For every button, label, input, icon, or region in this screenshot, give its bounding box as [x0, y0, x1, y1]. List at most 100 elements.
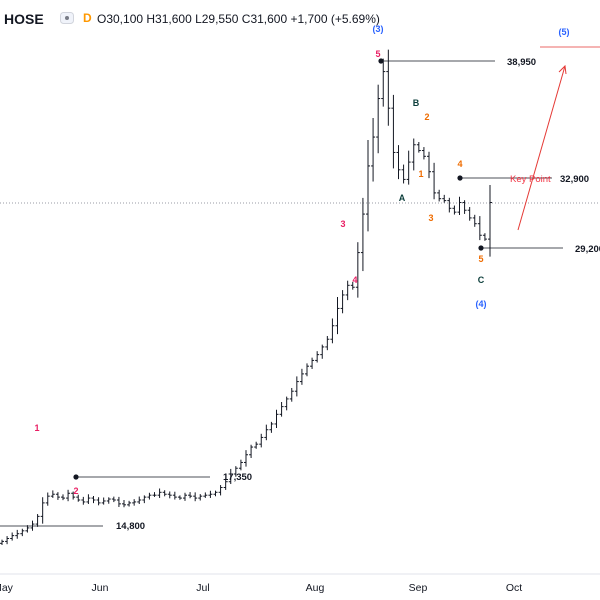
ohlc-bar [457, 196, 462, 216]
wave-labels: 1 2 3 4 5 A B C 1 2 3 4 5 (3) (4) (5) [34, 24, 569, 496]
symbol-label[interactable]: HOSE [4, 11, 44, 27]
ohlc-bar [447, 197, 452, 213]
ohlc-bar [71, 491, 76, 500]
x-tick-may: May [0, 582, 14, 594]
wave-label-blue-3: (3) [373, 24, 384, 34]
ohlc-bar [177, 495, 182, 500]
ohlc-bar [284, 396, 289, 411]
ohlc-bar [254, 441, 259, 449]
ohlc-bar [208, 490, 213, 498]
ohlc-bar [81, 496, 86, 505]
wave-label-orange-5: 5 [478, 254, 483, 264]
ohlc-bar [86, 494, 91, 505]
wave-label-pink-3: 3 [340, 219, 345, 229]
ohlc-bar [381, 58, 386, 107]
ohlc-bar [167, 491, 172, 499]
wave-label-pink-5: 5 [375, 49, 380, 59]
ohlc-bar [111, 496, 116, 503]
wave-label-orange-3: 3 [428, 213, 433, 223]
ohlc-bar [162, 490, 167, 497]
x-tick-aug: Aug [306, 582, 325, 594]
ohlc-bar [406, 150, 411, 185]
pivot-dot-29200 [478, 245, 484, 251]
pivot-dot-38950 [378, 58, 384, 64]
arrow-head-icon [558, 64, 567, 75]
ohlc-bar [157, 488, 162, 498]
ohlc-bar [299, 368, 304, 385]
x-tick-oct: Oct [506, 582, 522, 594]
ohlc-bar [106, 497, 111, 504]
ohlc-bar [35, 514, 40, 527]
ohlc-bar [203, 492, 208, 498]
ohlc-bar [238, 459, 243, 471]
ohlc-bar [427, 151, 431, 179]
ohlc-bar [315, 351, 320, 363]
ohlc-bar [340, 290, 345, 314]
ohlc-bar [15, 529, 20, 539]
wave-label-A: A [399, 193, 406, 203]
ohlc-bar [10, 532, 15, 541]
ohlc-bar [432, 162, 437, 200]
ohlc-bar [335, 296, 340, 335]
ohlc-bar [360, 197, 365, 272]
ohlc-bar [101, 497, 106, 505]
price-label-14800: 14,800 [116, 521, 145, 532]
ohlc-bar [294, 376, 299, 397]
ohlc-bar [264, 424, 269, 441]
ohlc-bar [20, 528, 25, 537]
ohlc-bar [310, 357, 315, 369]
price-bars [0, 49, 492, 546]
wave-label-C: C [478, 275, 485, 285]
wave-label-orange-4: 4 [457, 159, 462, 169]
ohlc-bar [411, 138, 416, 171]
ohlc-bar [50, 490, 55, 498]
pivot-dot-17350 [73, 474, 79, 480]
ohlc-bar [213, 490, 218, 497]
ohlc-bar [183, 492, 187, 501]
ohlc-bar [345, 280, 350, 301]
ohlc-bar [416, 141, 421, 153]
timeframe-label[interactable]: D [83, 11, 92, 25]
ohlc-bar [66, 489, 71, 502]
ohlc-bar [228, 468, 233, 485]
wave-label-orange-2: 2 [424, 112, 429, 122]
ohlc-bar [274, 409, 279, 428]
price-label-38950: 38,950 [507, 57, 536, 68]
ohlc-bar [218, 485, 223, 496]
x-tick-sep: Sep [409, 582, 428, 594]
x-tick-jul: Jul [196, 582, 209, 594]
ohlc-bar [132, 499, 137, 506]
ohlc-bar [366, 139, 370, 232]
ohlc-bar [142, 495, 147, 504]
ohlc-bar [350, 281, 355, 290]
ohlc-bar [488, 184, 492, 257]
wave-label-pink-2: 2 [73, 486, 78, 496]
ohlc-bar [152, 492, 157, 497]
ohlc-bar [147, 492, 152, 500]
ohlc-bar [376, 84, 381, 154]
ohlc-bar [437, 189, 442, 202]
price-label-29200: 29,200 [575, 244, 600, 255]
ohlc-bar [472, 214, 477, 227]
ohlc-bar [223, 478, 228, 490]
ohlc-bar [259, 433, 264, 448]
ohlc-bar [289, 387, 294, 402]
ohlc-bar [137, 496, 142, 505]
wave-label-blue-5: (5) [559, 27, 570, 37]
price-label-17350: 17,350 [223, 472, 252, 483]
key-point-label: Key Point [510, 174, 551, 185]
ohlc-bar [401, 164, 406, 184]
ohlc-bar [249, 444, 254, 458]
ohlc-bar [198, 494, 203, 501]
ohlc-bar [477, 216, 482, 241]
ohlc-bar [467, 206, 472, 221]
ohlc-bar [188, 492, 193, 499]
eye-icon[interactable] [60, 12, 74, 24]
ohlc-bar [127, 500, 132, 507]
wave-label-pink-1: 1 [34, 423, 39, 433]
ohlc-bar [391, 94, 396, 169]
ohlc-bar [305, 363, 309, 377]
projection-arrow [517, 65, 566, 231]
ohlc-bar [355, 242, 360, 298]
